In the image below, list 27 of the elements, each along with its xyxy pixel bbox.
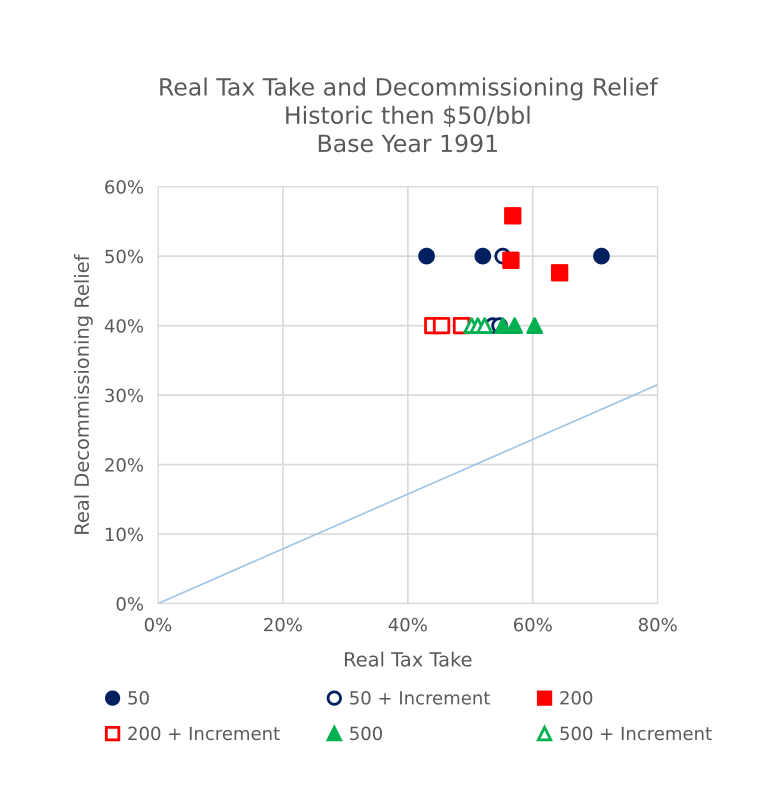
point bbox=[526, 317, 543, 334]
legend-label: 50 + Increment bbox=[350, 691, 490, 705]
y-tick-label: 60% bbox=[105, 180, 144, 194]
point bbox=[432, 316, 450, 334]
y-tick-label: 40% bbox=[104, 319, 144, 333]
x-tick-label: 40% bbox=[388, 618, 427, 632]
x-tick-label: 60% bbox=[514, 618, 552, 632]
point bbox=[504, 207, 522, 225]
x-axis-title: Real Tax Take bbox=[344, 652, 472, 667]
point bbox=[550, 264, 568, 282]
chart-title: Real Tax Take and Decommissioning Relief Historic then $50/bbl Base Year 1991 bbox=[160, 78, 658, 152]
legend-label: 500 + Increment bbox=[560, 726, 712, 740]
x-tick-label: 20% bbox=[264, 618, 302, 632]
legend-label: 50 bbox=[128, 691, 149, 705]
point bbox=[502, 252, 520, 269]
y-tick-label: 0% bbox=[116, 597, 144, 611]
y-tick-label: 50% bbox=[105, 250, 144, 264]
legend-label: 200 bbox=[560, 691, 592, 705]
x-tick-label: 0% bbox=[144, 618, 172, 632]
point bbox=[476, 317, 493, 334]
y-tick-label: 20% bbox=[105, 458, 144, 472]
legend-label: 500 bbox=[350, 726, 382, 740]
legend-label: 200 + Increment bbox=[128, 726, 280, 740]
y-axis-title: Real Decommissioning Relief bbox=[74, 254, 93, 534]
x-tick-label: 80% bbox=[638, 618, 677, 632]
y-tick-label: 10% bbox=[106, 528, 144, 542]
y-tick-label: 30% bbox=[105, 388, 144, 402]
